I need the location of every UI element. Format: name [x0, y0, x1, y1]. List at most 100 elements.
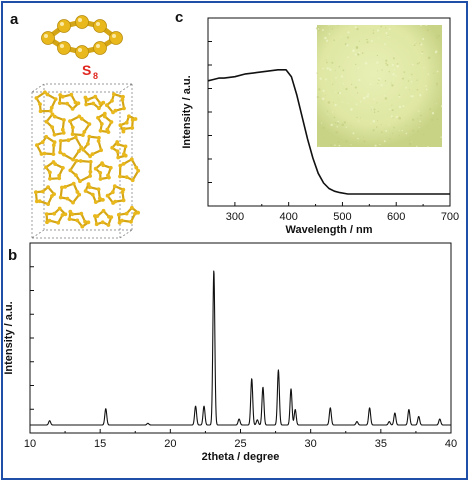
s8-ring — [105, 92, 126, 115]
ring-atom — [105, 103, 109, 108]
ring-atom — [96, 139, 101, 143]
ring-atom — [52, 132, 57, 137]
ring-atom — [109, 120, 114, 124]
ring-atom — [88, 159, 93, 164]
ring-atom — [98, 101, 103, 106]
ring-atom — [118, 163, 123, 168]
panel-c-letter: c — [175, 9, 183, 26]
ring-atom — [93, 200, 98, 205]
s8-ring — [81, 134, 103, 159]
uv-vis-chart: 300 400 500 600 700 Wavelength / nm Intensity … — [181, 17, 459, 236]
ring-atom — [58, 150, 62, 155]
ring-atom — [102, 111, 107, 116]
s8-ring — [83, 182, 105, 205]
ring-atom — [57, 101, 62, 105]
xrd-x-tick-label: 25 — [234, 438, 246, 450]
ring-atom — [57, 176, 62, 181]
ring-atom — [66, 138, 71, 143]
ring-atom — [91, 101, 96, 106]
xrd-x-tick-label: 30 — [305, 438, 317, 450]
ring-atom — [113, 199, 118, 204]
ring-atom — [129, 219, 133, 224]
ring-atom — [34, 96, 39, 100]
ring-atom — [46, 202, 50, 207]
ring-atom — [43, 90, 47, 95]
ring-atom — [52, 211, 57, 216]
uv-x-axis-label: Wavelength / nm — [286, 224, 373, 236]
ring-atom — [77, 149, 81, 154]
ring-atom — [87, 122, 92, 126]
ring-atom — [83, 189, 88, 193]
ring-atom — [118, 174, 122, 179]
s8-atom — [57, 41, 71, 55]
s8-atom — [109, 31, 123, 45]
ring-atom — [98, 170, 103, 175]
s8-ring — [105, 184, 126, 205]
ring-atom — [71, 181, 76, 186]
ring-atom — [60, 185, 64, 190]
xrd-x-tick-label: 40 — [445, 438, 457, 450]
s8-ring — [96, 111, 114, 135]
ring-atom — [110, 190, 115, 195]
ring-atom — [69, 92, 74, 97]
ring-atom — [53, 97, 58, 101]
ring-atom — [61, 166, 65, 170]
ring-atom — [130, 178, 135, 183]
ring-atom — [120, 97, 125, 102]
ring-atom — [42, 151, 47, 156]
ring-atom — [61, 131, 66, 135]
cell-edge — [31, 229, 45, 239]
xrd-pattern-line — [29, 270, 452, 426]
ring-atom — [51, 152, 56, 157]
ring-atom — [45, 92, 50, 97]
ring-atom — [116, 142, 120, 147]
ring-atom — [84, 102, 89, 107]
s8-molecule-illustration — [41, 15, 123, 59]
ring-atom — [76, 101, 81, 106]
ring-atom — [62, 118, 66, 122]
ring-atom — [60, 213, 65, 217]
xrd-x-tick-label: 20 — [164, 438, 176, 450]
ring-atom — [124, 175, 129, 180]
s8-ring — [93, 208, 114, 227]
s8-atom — [93, 41, 107, 55]
s8-ring — [118, 157, 141, 183]
ring-atom — [50, 194, 54, 198]
uv-x-tick-label: 300 — [226, 211, 244, 223]
unit-cell-box — [31, 83, 133, 239]
ring-atom — [87, 185, 92, 190]
ring-atom — [110, 98, 114, 103]
panel-b-letter: b — [8, 247, 17, 264]
powder-texture — [315, 24, 443, 148]
ring-atom — [52, 140, 57, 145]
ring-atom — [96, 187, 101, 192]
ring-atom — [50, 112, 55, 117]
ring-atom — [134, 165, 139, 170]
ring-atom — [71, 157, 75, 162]
uv-x-tick-label: 600 — [387, 211, 405, 223]
ring-atom — [68, 209, 73, 214]
ring-atom — [106, 223, 111, 227]
ring-atom — [126, 114, 131, 119]
ring-atom — [57, 206, 62, 211]
ring-atom — [136, 168, 141, 173]
s8-ring — [110, 140, 128, 160]
ring-atom — [77, 192, 82, 197]
ring-atom — [116, 212, 121, 217]
ring-atom — [121, 162, 126, 166]
s8-atom-highlight — [78, 18, 82, 22]
s8-label: S — [82, 62, 91, 78]
ring-atom — [78, 159, 83, 163]
ring-atom — [97, 135, 101, 140]
ring-atom — [85, 97, 90, 102]
ring-atom — [101, 208, 106, 213]
ring-atom — [44, 119, 49, 124]
s8-atom-highlight — [96, 22, 100, 26]
ring-atom — [50, 125, 55, 130]
ring-atom — [88, 169, 93, 174]
s8-ring — [83, 94, 106, 111]
s8-atom-highlight — [60, 22, 64, 26]
xrd-x-tick-label: 15 — [94, 438, 106, 450]
ring-atom — [70, 125, 75, 130]
